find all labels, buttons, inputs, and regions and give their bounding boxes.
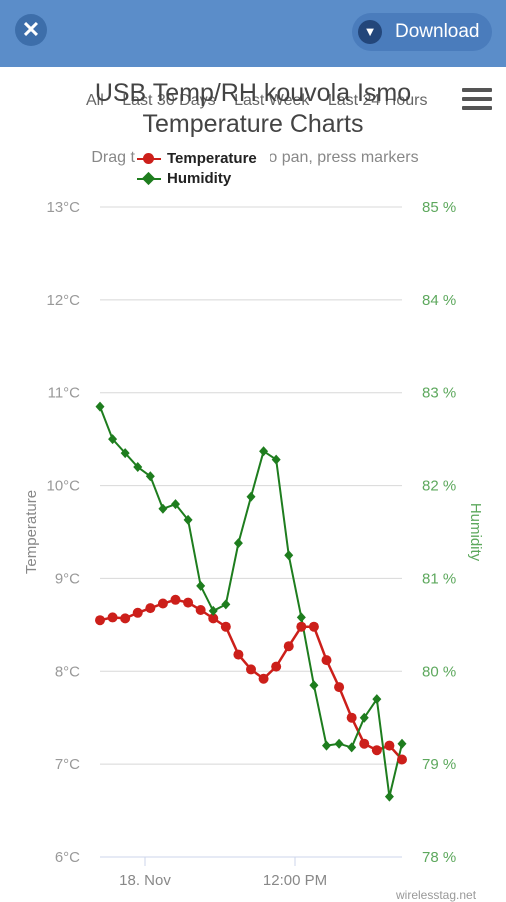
temperature-point bbox=[220, 621, 231, 632]
top-bar: ✕ ▼ Download bbox=[0, 0, 506, 67]
temperature-point bbox=[321, 655, 332, 666]
humidity-point bbox=[296, 612, 306, 623]
humidity-point bbox=[334, 738, 344, 749]
humidity-point bbox=[158, 503, 168, 514]
temperature-point bbox=[308, 621, 319, 632]
y-right-tick-label: 79 % bbox=[422, 756, 456, 773]
humidity-point bbox=[108, 434, 118, 445]
range-selector: All Last 30 Days Last Week Last 24 Hours bbox=[86, 92, 441, 110]
temperature-point bbox=[359, 738, 370, 749]
humidity-point bbox=[322, 740, 331, 751]
temperature-point bbox=[384, 740, 395, 751]
humidity-point bbox=[133, 462, 143, 472]
temperature-point bbox=[258, 673, 269, 684]
humidity-point bbox=[95, 401, 105, 412]
humidity-point bbox=[347, 742, 357, 753]
humidity-point bbox=[397, 738, 407, 749]
range-week-button[interactable]: Last Week bbox=[234, 92, 310, 109]
y-left-tick-label: 10°C bbox=[46, 478, 80, 495]
humidity-point bbox=[271, 454, 281, 465]
temperature-point bbox=[195, 605, 206, 615]
y-left-axis-title: Temperature bbox=[23, 490, 40, 574]
x-tick-label: 18. Nov bbox=[119, 872, 171, 889]
humidity-point bbox=[309, 680, 319, 691]
y-left-tick-label: 11°C bbox=[48, 385, 81, 402]
hamburger-menu-icon[interactable] bbox=[462, 88, 492, 114]
y-right-tick-label: 83 % bbox=[422, 385, 456, 402]
temperature-point bbox=[183, 597, 194, 608]
temperature-point bbox=[170, 594, 181, 605]
download-label: Download bbox=[395, 21, 480, 42]
temperature-point bbox=[95, 615, 105, 626]
temperature-point bbox=[371, 745, 382, 756]
temperature-point bbox=[397, 754, 407, 765]
range-24-hours-button[interactable]: Last 24 Hours bbox=[327, 92, 428, 109]
temperature-point bbox=[346, 712, 357, 723]
y-right-axis-title: Humidity bbox=[467, 503, 484, 562]
close-button[interactable]: ✕ bbox=[15, 14, 47, 46]
y-right-tick-label: 82 % bbox=[422, 478, 456, 495]
temperature-point bbox=[246, 664, 256, 675]
download-button[interactable]: ▼ Download bbox=[352, 13, 492, 51]
y-right-tick-label: 78 % bbox=[422, 849, 456, 866]
humidity-point bbox=[372, 694, 382, 705]
humidity-point bbox=[246, 491, 256, 502]
legend-humidity-label: Humidity bbox=[167, 170, 232, 187]
temperature-point bbox=[283, 641, 294, 652]
humidity-point bbox=[221, 599, 231, 610]
credits-link[interactable]: wirelesstag.net bbox=[396, 888, 477, 902]
humidity-point bbox=[384, 791, 394, 802]
temperature-point bbox=[145, 603, 156, 614]
y-left-tick-label: 9°C bbox=[55, 570, 80, 587]
legend-item-humidity[interactable]: Humidity bbox=[135, 169, 270, 189]
y-left-tick-label: 13°C bbox=[46, 199, 80, 216]
y-left-tick-label: 8°C bbox=[55, 663, 80, 680]
humidity-point bbox=[284, 550, 294, 561]
legend-item-temperature[interactable]: Temperature bbox=[135, 149, 270, 169]
y-right-tick-label: 81 % bbox=[422, 570, 456, 587]
humidity-point bbox=[196, 580, 206, 591]
humidity-point bbox=[208, 605, 218, 616]
range-30-days-button[interactable]: Last 30 Days bbox=[122, 92, 216, 109]
x-tick-label: 12:00 PM bbox=[263, 872, 327, 889]
temperature-point bbox=[157, 598, 168, 609]
temperature-point bbox=[334, 682, 345, 693]
humidity-point bbox=[359, 712, 369, 723]
humidity-point bbox=[259, 446, 269, 457]
legend-temperature-marker bbox=[143, 153, 154, 164]
chart-title: USB Temp/RH kouvola Ismo Temperature Cha… bbox=[94, 79, 412, 138]
temperature-point bbox=[132, 607, 143, 618]
humidity-point bbox=[183, 514, 193, 525]
y-left-tick-label: 6°C bbox=[55, 849, 80, 866]
range-all-button[interactable]: All bbox=[86, 92, 104, 109]
legend: Temperature Humidity bbox=[135, 147, 270, 191]
humidity-point bbox=[145, 471, 155, 482]
humidity-series-line bbox=[99, 406, 403, 797]
temperature-point bbox=[208, 613, 219, 624]
humidity-point bbox=[233, 538, 243, 549]
legend-temperature-label: Temperature bbox=[167, 150, 257, 167]
temperature-point bbox=[271, 661, 282, 672]
chevron-down-icon: ▼ bbox=[358, 20, 382, 44]
temperature-point bbox=[107, 612, 118, 623]
temperature-point bbox=[120, 613, 131, 624]
y-right-tick-label: 84 % bbox=[422, 292, 456, 309]
humidity-point bbox=[171, 499, 180, 510]
y-left-tick-label: 7°C bbox=[55, 756, 80, 773]
humidity-point bbox=[120, 448, 130, 459]
y-left-tick-label: 12°C bbox=[46, 292, 80, 309]
y-right-tick-label: 85 % bbox=[422, 199, 456, 216]
temperature-point bbox=[233, 649, 244, 660]
y-right-tick-label: 80 % bbox=[422, 663, 456, 680]
legend-humidity-marker bbox=[141, 171, 156, 186]
x-icon: ✕ bbox=[21, 17, 41, 42]
temperature-point bbox=[296, 621, 307, 632]
